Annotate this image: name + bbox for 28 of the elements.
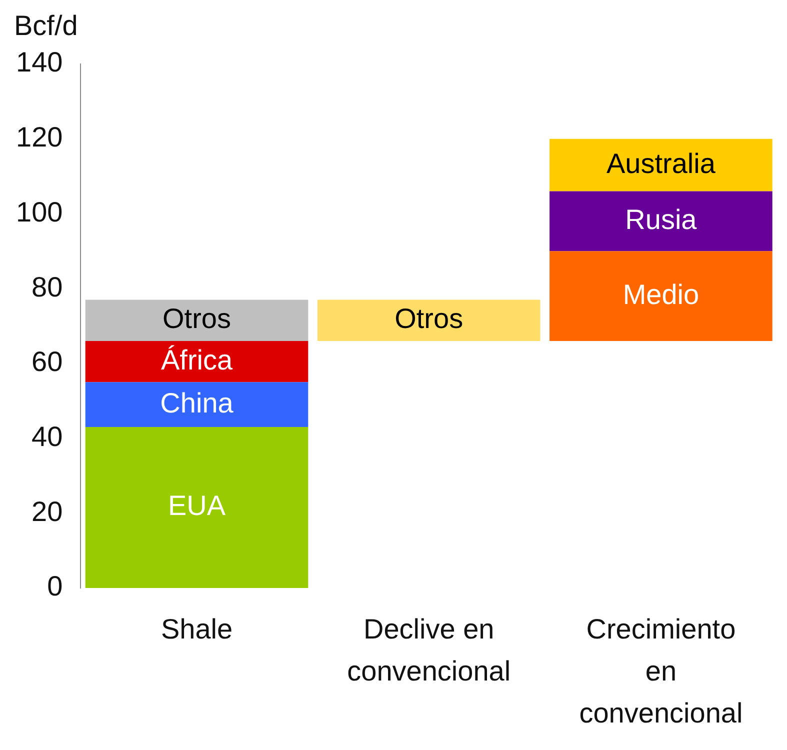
bar xyxy=(550,138,772,192)
series-label: Rusia xyxy=(625,204,698,235)
series-label: Australia xyxy=(606,148,716,179)
y-tick-label: 140 xyxy=(16,46,63,78)
x-tick-label: Declive en convencional xyxy=(347,614,511,687)
y-tick-label: 100 xyxy=(16,196,63,228)
bar xyxy=(550,191,772,252)
text: Otros xyxy=(394,303,464,334)
y-tick-label: 0 xyxy=(47,570,63,602)
x-tick-label: Crecimiento en convencional xyxy=(579,614,743,729)
series-label: Medio xyxy=(622,278,700,310)
x-tick-label: Shale xyxy=(160,614,233,645)
bar xyxy=(85,300,308,341)
bar xyxy=(550,251,772,341)
series-label: Otros xyxy=(162,303,231,334)
series-label: China xyxy=(160,387,234,418)
y-tick-label: 40 xyxy=(32,421,63,452)
y-axis-title: Bcf/d xyxy=(14,10,78,42)
y-tick-label: 20 xyxy=(32,496,63,527)
bar xyxy=(85,427,308,588)
y-tick-label: 120 xyxy=(16,122,63,153)
y-tick-label: 60 xyxy=(32,346,63,378)
series-label: África xyxy=(160,344,233,376)
y-tick-label: 80 xyxy=(32,271,63,302)
bar xyxy=(85,340,308,382)
bar xyxy=(85,382,308,428)
series-label: EUA xyxy=(168,490,226,522)
bar xyxy=(317,300,540,341)
